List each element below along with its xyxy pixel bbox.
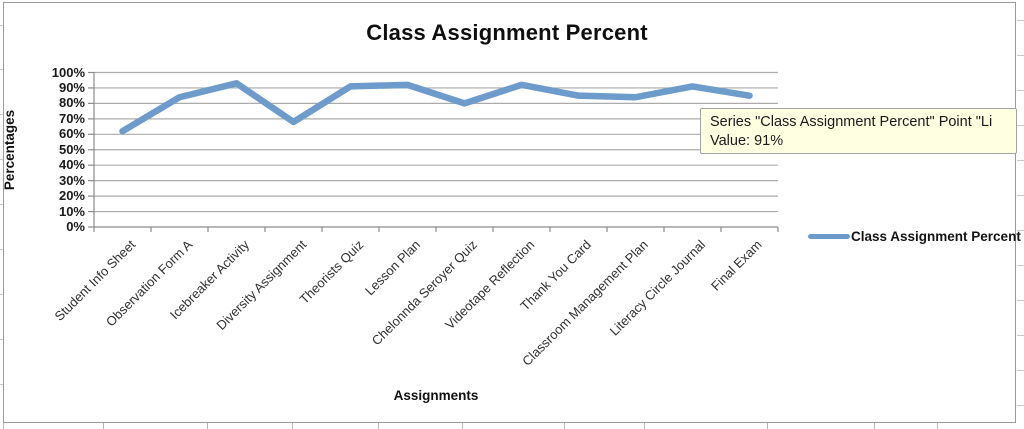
sheet-gridline-stub xyxy=(207,423,208,429)
chart-title[interactable]: Class Assignment Percent xyxy=(366,20,648,45)
sheet-gridline-stub xyxy=(1017,20,1024,21)
y-tick-label: 20% xyxy=(58,188,85,204)
sheet-gridline-stub xyxy=(3,423,4,429)
sheet-gridline-stub xyxy=(0,249,3,250)
sheet-gridline-stub xyxy=(0,69,3,70)
legend-label: Class Assignment Percent xyxy=(851,229,1021,244)
sheet-gridline-stub xyxy=(644,423,645,429)
y-tick-label: 70% xyxy=(58,110,85,126)
y-tick-label: 50% xyxy=(58,141,85,157)
sheet-gridline-stub xyxy=(462,423,463,429)
sheet-gridline-stub xyxy=(103,423,104,429)
y-tick-label: 80% xyxy=(58,95,85,111)
tooltip-value-line: Value: 91% xyxy=(710,133,784,149)
sheet-gridline-stub xyxy=(1017,265,1024,266)
sheet-gridline-stub xyxy=(874,423,875,429)
sheet-gridline-stub xyxy=(1017,195,1024,196)
tooltip-series-line: Series "Class Assignment Percent" Point … xyxy=(710,114,993,130)
sheet-gridline-stub xyxy=(0,114,3,115)
y-axis-title[interactable]: Percentages xyxy=(2,109,17,191)
y-tick-label: 40% xyxy=(58,157,85,173)
y-tick-label: 90% xyxy=(58,79,85,95)
sheet-gridline-stub xyxy=(1017,125,1024,126)
sheet-gridline-stub xyxy=(378,423,379,429)
sheet-gridline-stub xyxy=(0,25,3,26)
y-tick-label: 10% xyxy=(58,203,85,219)
sheet-gridline-stub xyxy=(0,204,3,205)
sheet-gridline-stub xyxy=(1017,230,1024,231)
y-tick-label: 100% xyxy=(51,64,85,80)
y-tick-label: 30% xyxy=(58,172,85,188)
legend[interactable]: Class Assignment Percent xyxy=(808,229,1021,244)
sheet-gridline-stub xyxy=(0,339,3,340)
y-tick-label: 60% xyxy=(58,126,85,142)
sheet-gridline-stub xyxy=(937,423,938,429)
y-tick-label: 0% xyxy=(66,219,85,234)
sheet-gridline-stub xyxy=(1017,300,1024,301)
sheet-gridline-stub xyxy=(564,423,565,429)
sheet-gridline-stub xyxy=(1017,90,1024,91)
sheet-gridline-stub xyxy=(0,384,3,385)
sheet-gridline-stub xyxy=(1017,160,1024,161)
series-line[interactable] xyxy=(119,80,753,135)
sheet-gridline-stub xyxy=(767,423,768,429)
x-axis-title[interactable]: Assignments xyxy=(393,388,479,403)
sheet-gridline-stub xyxy=(0,294,3,295)
legend-line-swatch xyxy=(808,234,850,239)
sheet-gridline-stub xyxy=(1017,55,1024,56)
sheet-gridline-stub xyxy=(0,159,3,160)
sheet-gridline-stub xyxy=(1017,405,1024,406)
chart-tooltip: Series "Class Assignment Percent" Point … xyxy=(700,108,1017,154)
sheet-gridline-stub xyxy=(1017,370,1024,371)
sheet-gridline-stub xyxy=(1017,335,1024,336)
sheet-gridline-stub xyxy=(292,423,293,429)
